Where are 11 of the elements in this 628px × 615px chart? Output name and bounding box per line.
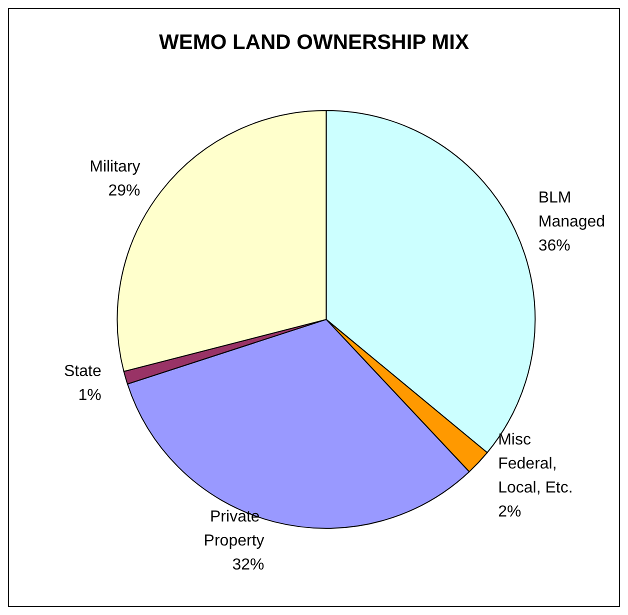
slice-label: BLM Managed <box>538 189 606 230</box>
data-label: 32% <box>232 556 264 574</box>
slice-label: State <box>64 362 102 380</box>
data-label: 36% <box>538 237 570 254</box>
slice-label: Misc Federal, Local, Etc. <box>498 432 573 497</box>
data-label: 2% <box>498 504 522 521</box>
chart-title: WEMO LAND OWNERSHIP MIX <box>159 31 469 54</box>
data-label: 1% <box>78 386 102 404</box>
slice-label: Military <box>90 158 140 176</box>
data-label: 29% <box>108 182 140 200</box>
slice-label: Private Property <box>204 508 264 550</box>
